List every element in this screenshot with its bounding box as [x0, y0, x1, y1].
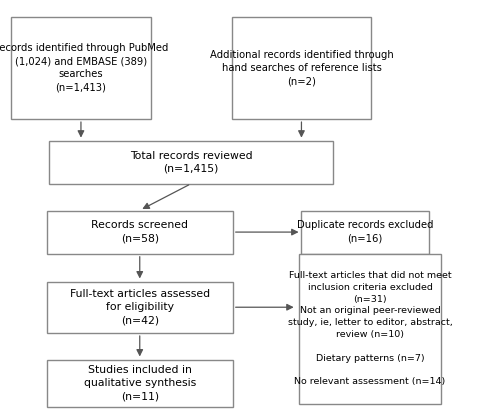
- Bar: [302, 210, 429, 253]
- Text: Records identified through PubMed
(1,024) and EMBASE (389)
searches
(n=1,413): Records identified through PubMed (1,024…: [0, 43, 168, 93]
- Text: Additional records identified through
hand searches of reference lists
(n=2): Additional records identified through ha…: [210, 49, 394, 86]
- Text: Full-text articles that did not meet
inclusion criteria excluded
(n=31)
Not an o: Full-text articles that did not meet inc…: [288, 271, 452, 386]
- Text: Full-text articles assessed
for eligibility
(n=42): Full-text articles assessed for eligibil…: [70, 289, 210, 326]
- Bar: [46, 282, 233, 333]
- Bar: [49, 141, 334, 184]
- Bar: [11, 16, 151, 119]
- Bar: [46, 210, 233, 253]
- Bar: [232, 16, 372, 119]
- Text: Records screened
(n=58): Records screened (n=58): [91, 220, 188, 244]
- Bar: [46, 360, 233, 407]
- Bar: [299, 253, 441, 403]
- Text: Studies included in
qualitative synthesis
(n=11): Studies included in qualitative synthesi…: [84, 365, 196, 401]
- Text: Duplicate records excluded
(n=16): Duplicate records excluded (n=16): [297, 220, 434, 244]
- Text: Total records reviewed
(n=1,415): Total records reviewed (n=1,415): [130, 151, 252, 174]
